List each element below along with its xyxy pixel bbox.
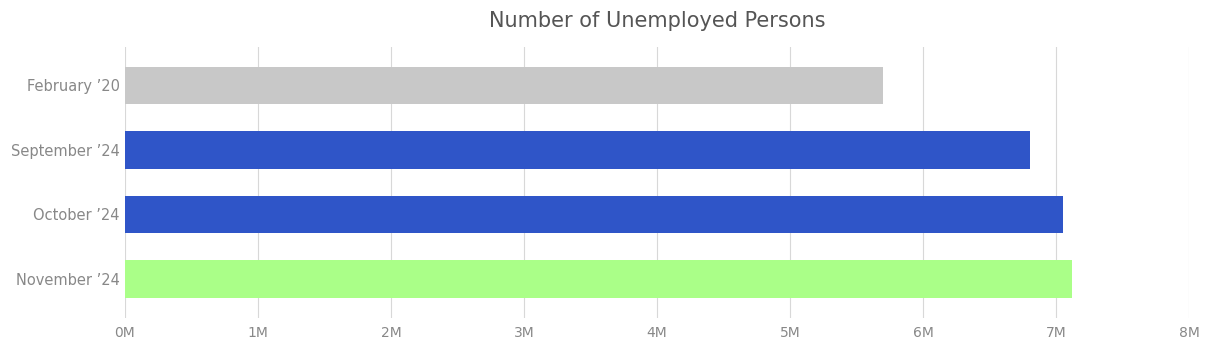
Bar [125, 67, 883, 104]
Bar [125, 260, 1073, 298]
Title: Number of Unemployed Persons: Number of Unemployed Persons [489, 11, 826, 31]
Bar [125, 196, 1063, 233]
Bar [125, 131, 1029, 168]
